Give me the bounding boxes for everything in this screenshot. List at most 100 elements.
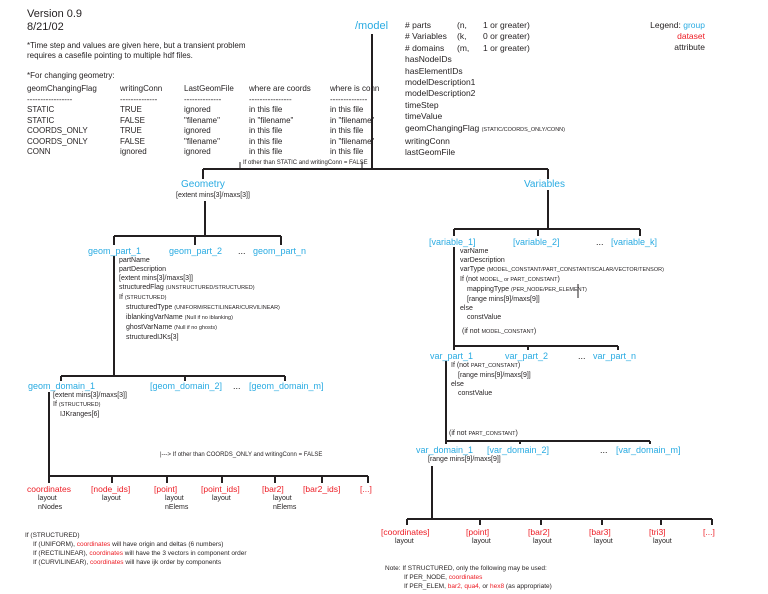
- var-part-1-node: var_part_1: [430, 351, 474, 361]
- attr-extent: [extent mins[3]/maxs[3]]: [53, 392, 127, 399]
- structured-footnote: If (STRUCTURED) If (UNIFORM), coordinate…: [25, 531, 247, 567]
- dataset-leaf-name: [point_ids]: [201, 484, 240, 494]
- leaf-attr: nElems: [273, 504, 297, 511]
- transient-note-line1: *Time step and values are given here, bu…: [27, 41, 246, 50]
- model-attr-domains-count: # domains (m, 1 or greater): [405, 42, 530, 53]
- attr-varname: varName: [460, 248, 489, 255]
- ellipsis: ...: [233, 381, 241, 391]
- ellipsis: ...: [238, 246, 246, 256]
- table-cell: in this file: [330, 105, 364, 114]
- leaf-attr: layout: [594, 538, 613, 545]
- model-attr: modelDescription2: [405, 88, 476, 99]
- table-cell: in "filename": [330, 136, 375, 146]
- ellipsis: ...: [596, 237, 604, 247]
- geom-domain-1-node: geom_domain_1: [28, 381, 96, 391]
- legend: Legend: group dataset attribute: [641, 20, 705, 53]
- attr-constvalue: constValue: [458, 390, 493, 397]
- table-cell: in this file: [249, 126, 283, 135]
- attr-mappingtype: mappingType (PER_NODE/PER_ELEMENT): [467, 286, 587, 293]
- legend-line-group: Legend: group: [641, 20, 705, 31]
- table-cell: ignored: [120, 147, 147, 156]
- attr-else: else: [460, 305, 473, 312]
- table-row: CONN ignored ignored in this file in thi…: [27, 147, 402, 158]
- variable-2-node: [variable_2]: [513, 237, 560, 247]
- dataset-leaf-bar2-ids: [bar2_ids]: [303, 484, 340, 494]
- attr-ijkranges: IJKranges[6]: [60, 411, 100, 418]
- model-attr: timeStep: [405, 99, 439, 110]
- table-cell: in this file: [330, 147, 364, 156]
- table-cell: "filename": [184, 115, 220, 125]
- leaf-attr: layout: [395, 538, 414, 545]
- table-header-row: geomChangingFlag writingConn LastGeomFil…: [27, 84, 402, 95]
- dataset-leaf-point: [point] layout nElems: [154, 484, 188, 512]
- model-attr-geomchangingflag: geomChangingFlag (STATIC/COORDS_ONLY/CON…: [405, 122, 565, 133]
- table-cell: ignored: [184, 147, 211, 156]
- footnote-line: If (STRUCTURED): [25, 532, 80, 539]
- dataset-leaf-name: [node_ids]: [91, 484, 131, 494]
- transient-note-line2: requires a casefile pointing to multiple…: [27, 51, 193, 60]
- branch-condition-note: If other than STATIC and writingConn = F…: [243, 160, 368, 166]
- cond-not-part-constant: (if not PART_CONSTANT): [449, 430, 518, 437]
- table-cell: TRUE: [120, 105, 142, 114]
- changing-geometry-note: *For changing geometry:: [27, 71, 115, 80]
- leaf-attr: layout: [653, 538, 672, 545]
- attr-partname: partName: [119, 257, 150, 264]
- variable-k-node: [variable_k]: [611, 237, 658, 247]
- attr-if-structured: If (STRUCTURED): [53, 401, 101, 408]
- model-attr-variables-count: # Variables (k, 0 or greater): [405, 31, 530, 42]
- table-separator: -----------------: [27, 94, 73, 104]
- var-domain-1-node: var_domain_1: [416, 445, 474, 455]
- dataset-leaf-bar2: [bar2] layout nElems: [262, 484, 296, 512]
- attr-constvalue: constValue: [467, 314, 502, 321]
- version-text: Version 0.9: [27, 8, 83, 20]
- geom-part-1-node: geom_part_1: [88, 246, 142, 256]
- dataset-leaf-name: [bar3]: [589, 527, 611, 537]
- footnote-line: If PER_NODE, coordinates: [404, 574, 483, 581]
- table-cell: COORDS_ONLY: [27, 136, 88, 146]
- attr-if-not-const: If (not MODEL_ or PART_CONSTANT): [460, 276, 560, 283]
- footnote-line: If (UNIFORM), coordinates will have orig…: [33, 541, 224, 548]
- table-header-cell: where are coords: [249, 84, 311, 93]
- legend-dataset: dataset: [677, 31, 705, 41]
- attr-structuredijks: structuredIJKs[3]: [126, 334, 179, 341]
- attr-vardescription: varDescription: [460, 257, 505, 264]
- table-separator: --------------: [330, 94, 368, 104]
- dataset-leaf-name: [bar2]: [528, 527, 550, 537]
- dataset-leaf-name: [bar2_ids]: [303, 484, 341, 494]
- attr-structuredflag: structuredFlag (UNSTRUCTURED/STRUCTURED): [119, 284, 255, 291]
- dataset-leaf-point: [point] layout: [466, 527, 491, 546]
- table-separator: --------------: [184, 94, 222, 104]
- footnote-line: Note: If STRUCTURED, only the following …: [385, 565, 547, 572]
- table-cell: ignored: [184, 126, 211, 135]
- variable-attrs: varName varDescription varType (MODEL_CO…: [460, 247, 664, 322]
- geom-part-2-node: geom_part_2: [169, 246, 223, 256]
- table-cell: in "filename": [330, 115, 375, 125]
- var-domain-m-node: [var_domain_m]: [616, 445, 681, 455]
- table-row: COORDS_ONLY FALSE "filename" in this fil…: [27, 137, 402, 148]
- table-cell: COORDS_ONLY: [27, 126, 88, 135]
- table-header-cell: where is conn: [330, 84, 380, 93]
- footnote-line: If (CURVILINEAR), coordinates will have …: [33, 559, 222, 566]
- geom-part-attrs: partName partDescription [extent mins[3]…: [119, 256, 280, 342]
- var-part-n-node: var_part_n: [593, 351, 637, 361]
- geom-part-n-node: geom_part_n: [253, 246, 307, 256]
- table-cell: in this file: [330, 126, 364, 135]
- attr-partdescription: partDescription: [119, 266, 167, 273]
- table-separator: ----------------: [249, 94, 292, 104]
- dataset-leaf-coordinates: coordinates layout nNodes: [27, 484, 71, 512]
- model-attr: writingConn: [405, 136, 450, 147]
- table-header-cell: LastGeomFile: [184, 84, 234, 93]
- leaf-attr: nNodes: [38, 504, 63, 511]
- model-attr: modelDescription1: [405, 77, 476, 88]
- attr-if-not-part-constant: If (not PART_CONSTANT): [451, 362, 521, 369]
- dataset-leaf-name: [...]: [703, 527, 715, 537]
- leaf-attr: layout: [165, 495, 184, 502]
- dataset-leaf-name: [coordinates]: [381, 527, 430, 537]
- var-domain-2-node: [var_domain_2]: [487, 445, 550, 455]
- leaf-attr: layout: [273, 495, 292, 502]
- table-cell: "filename": [184, 136, 220, 146]
- attr-ghostvarname: ghostVarName (Null if no ghosts): [126, 324, 217, 331]
- model-attr: timeValue: [405, 111, 443, 122]
- tree-tick-lines: [239, 162, 579, 298]
